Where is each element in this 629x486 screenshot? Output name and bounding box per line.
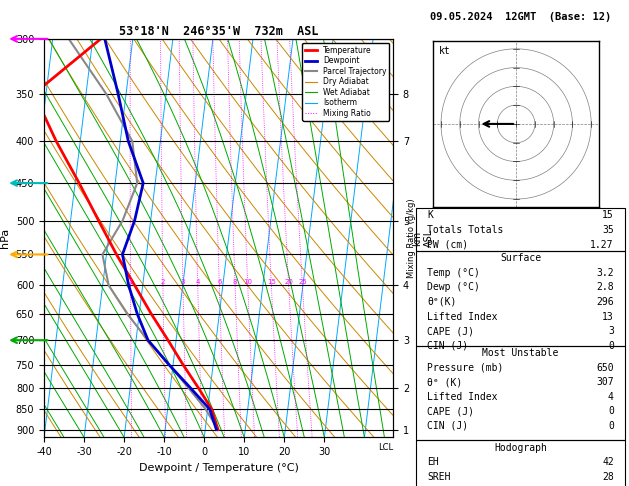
X-axis label: Dewpoint / Temperature (°C): Dewpoint / Temperature (°C) xyxy=(138,463,299,473)
Text: 3: 3 xyxy=(608,326,614,336)
Text: θᵉ (K): θᵉ (K) xyxy=(427,377,462,387)
Bar xyxy=(416,208,625,251)
Text: Totals Totals: Totals Totals xyxy=(427,225,504,235)
Text: 1: 1 xyxy=(128,279,133,285)
Text: Lifted Index: Lifted Index xyxy=(427,312,498,322)
Text: 307: 307 xyxy=(596,377,614,387)
Text: 4: 4 xyxy=(608,392,614,402)
Text: Mixing Ratio (g/kg): Mixing Ratio (g/kg) xyxy=(407,198,416,278)
Text: CIN (J): CIN (J) xyxy=(427,341,469,351)
Text: Surface: Surface xyxy=(500,253,541,263)
Text: 1.27: 1.27 xyxy=(590,240,614,250)
Text: 20: 20 xyxy=(284,279,293,285)
Text: 42: 42 xyxy=(602,457,614,468)
Text: SREH: SREH xyxy=(427,472,451,482)
Text: 13: 13 xyxy=(602,312,614,322)
Title: 53°18'N  246°35'W  732m  ASL: 53°18'N 246°35'W 732m ASL xyxy=(119,25,318,38)
Text: K: K xyxy=(427,210,433,221)
Y-axis label: hPa: hPa xyxy=(0,228,10,248)
Text: 10: 10 xyxy=(243,279,252,285)
Text: 0: 0 xyxy=(608,406,614,417)
Text: 28: 28 xyxy=(602,472,614,482)
Text: CAPE (J): CAPE (J) xyxy=(427,406,474,417)
Bar xyxy=(416,346,625,440)
Text: θᵉ(K): θᵉ(K) xyxy=(427,297,457,307)
Legend: Temperature, Dewpoint, Parcel Trajectory, Dry Adiabat, Wet Adiabat, Isotherm, Mi: Temperature, Dewpoint, Parcel Trajectory… xyxy=(302,43,389,121)
Text: PW (cm): PW (cm) xyxy=(427,240,469,250)
Text: 2: 2 xyxy=(161,279,165,285)
Text: Pressure (mb): Pressure (mb) xyxy=(427,363,504,373)
Text: Most Unstable: Most Unstable xyxy=(482,348,559,358)
Text: 650: 650 xyxy=(596,363,614,373)
Text: 4: 4 xyxy=(196,279,200,285)
Text: 15: 15 xyxy=(602,210,614,221)
Bar xyxy=(416,440,625,486)
Text: 296: 296 xyxy=(596,297,614,307)
Text: Hodograph: Hodograph xyxy=(494,443,547,453)
Text: 35: 35 xyxy=(602,225,614,235)
Y-axis label: km
ASL: km ASL xyxy=(412,229,433,247)
Text: 3.2: 3.2 xyxy=(596,268,614,278)
Text: CIN (J): CIN (J) xyxy=(427,421,469,431)
Text: Lifted Index: Lifted Index xyxy=(427,392,498,402)
Bar xyxy=(416,251,625,346)
Text: LCL: LCL xyxy=(378,443,393,452)
Text: 8: 8 xyxy=(233,279,237,285)
Text: EH: EH xyxy=(427,457,439,468)
Text: CAPE (J): CAPE (J) xyxy=(427,326,474,336)
Text: 0: 0 xyxy=(608,421,614,431)
Text: 0: 0 xyxy=(608,341,614,351)
Text: 09.05.2024  12GMT  (Base: 12): 09.05.2024 12GMT (Base: 12) xyxy=(430,12,611,22)
Text: kt: kt xyxy=(438,46,450,56)
Text: 6: 6 xyxy=(217,279,221,285)
Text: 3: 3 xyxy=(181,279,185,285)
Text: Temp (°C): Temp (°C) xyxy=(427,268,480,278)
Text: 15: 15 xyxy=(267,279,276,285)
Text: 25: 25 xyxy=(298,279,307,285)
Text: 2.8: 2.8 xyxy=(596,282,614,293)
Text: Dewp (°C): Dewp (°C) xyxy=(427,282,480,293)
